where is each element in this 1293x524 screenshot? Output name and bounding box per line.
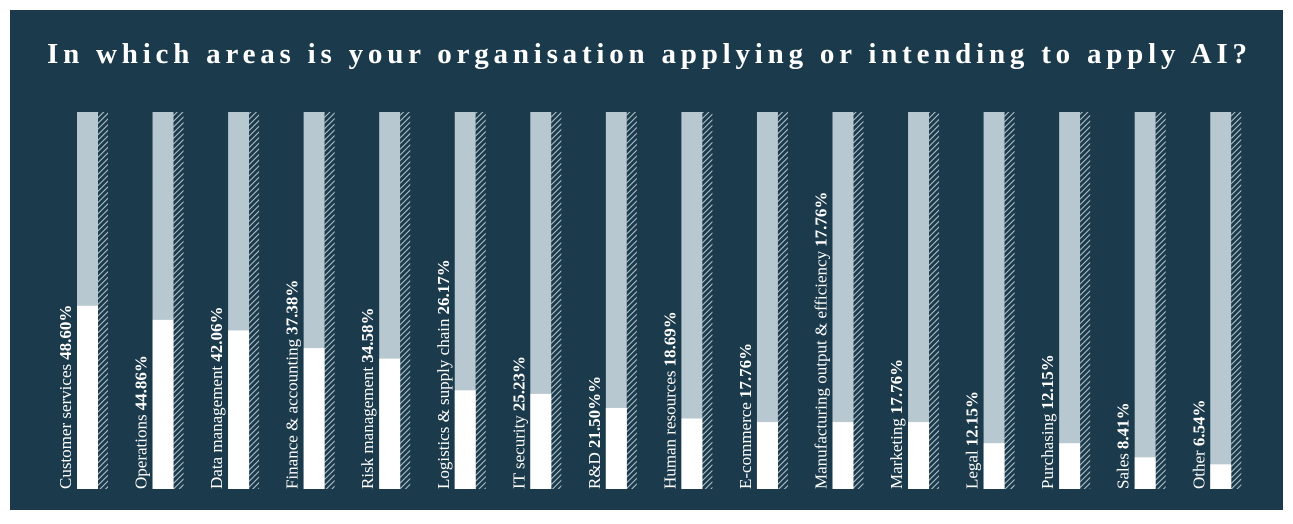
bar-label: Operations 44.86%	[131, 355, 150, 489]
bar-hatch	[1155, 112, 1166, 489]
bar	[303, 348, 325, 489]
value-label: 17.76%	[887, 359, 906, 414]
bar-hatch	[1231, 112, 1242, 489]
bar-hatch	[400, 112, 411, 489]
value-label: 42.06%	[207, 307, 226, 362]
bar-label: Human resources 18.69%	[660, 311, 679, 489]
bar	[454, 390, 476, 489]
bar-hatch	[853, 112, 864, 489]
bar-label: Data management 42.06%	[207, 307, 226, 489]
category-label: R&D	[585, 452, 604, 489]
panel	[10, 10, 1283, 510]
bar	[605, 407, 627, 489]
value-label: 12.15%	[963, 391, 982, 446]
bar-track	[1059, 112, 1081, 489]
bar-hatch	[98, 112, 108, 489]
bar-hatch	[1080, 112, 1091, 489]
bar-hatch	[475, 112, 486, 489]
bar-track	[1210, 112, 1232, 489]
bar-label: IT security 25.23%	[509, 356, 528, 489]
bar-hatch	[173, 112, 184, 489]
category-label: Customer services	[56, 364, 75, 489]
value-label: 17.76%	[811, 192, 830, 247]
category-label: Purchasing	[1038, 413, 1057, 489]
value-label: 17.76%	[736, 343, 755, 398]
bar-hatch	[551, 112, 562, 489]
bar-track	[1134, 112, 1156, 489]
value-label: 12.15%	[1038, 354, 1057, 409]
category-label: Other	[1189, 450, 1208, 489]
category-label: Sales	[1114, 453, 1133, 489]
bar-label: Manufacturing output & efficiency 17.76%	[811, 192, 830, 489]
value-label: 21.50%%	[585, 376, 604, 448]
bar	[228, 330, 250, 489]
bar	[756, 422, 778, 489]
bar-track	[756, 112, 778, 489]
bar-track	[832, 112, 854, 489]
value-label: 44.86%	[131, 355, 150, 410]
bar-label: R&D 21.50%%	[585, 376, 604, 489]
bar-label: Customer services 48.60%	[56, 305, 75, 489]
bar-label: E-commerce 17.76%	[736, 343, 755, 489]
bar-hatch	[1004, 112, 1015, 489]
value-label: 48.60%	[56, 305, 75, 360]
bar-track	[681, 112, 703, 489]
category-label: Operations	[131, 414, 150, 489]
bar	[1059, 443, 1081, 489]
bar-track	[605, 112, 627, 489]
category-label: Finance & accounting	[283, 338, 302, 489]
bar	[530, 393, 552, 489]
value-label: 25.23%	[509, 356, 528, 411]
bar	[832, 422, 854, 489]
bar	[908, 422, 930, 489]
bar	[681, 418, 703, 489]
category-label: Manufacturing output & efficiency	[811, 250, 830, 489]
bar-label: Marketing 17.76%	[887, 359, 906, 489]
bar-hatch	[929, 112, 940, 489]
bar-label: Logistics & supply chain 26.17%	[434, 259, 453, 489]
value-label: 8.41%	[1114, 402, 1133, 449]
category-label: Risk management	[358, 366, 377, 489]
bar-hatch	[324, 112, 335, 489]
category-label: Human resources	[660, 371, 679, 490]
value-label: 26.17%	[434, 259, 453, 314]
bar-hatch	[777, 112, 788, 489]
category-label: Legal	[963, 450, 982, 489]
value-label: 37.38%	[283, 280, 302, 335]
bar-label: Sales 8.41%	[1114, 402, 1133, 489]
bar-label: Legal 12.15%	[963, 391, 982, 489]
bar	[379, 358, 401, 489]
bar	[152, 319, 174, 489]
bar	[1134, 457, 1156, 489]
bar-hatch	[249, 112, 260, 489]
bar-hatch	[626, 112, 637, 489]
bar-label: Other 6.54%	[1189, 400, 1208, 489]
category-label: Marketing	[887, 418, 906, 489]
bar-label: Finance & accounting 37.38%	[283, 280, 302, 489]
bar	[1210, 464, 1232, 489]
value-label: 34.58%	[358, 307, 377, 362]
bar	[983, 443, 1005, 489]
bar-hatch	[702, 112, 713, 489]
value-label: 18.69%	[660, 311, 679, 366]
category-label: IT security	[509, 415, 528, 489]
value-label: 6.54%	[1189, 400, 1208, 447]
bar-label: Purchasing 12.15%	[1038, 354, 1057, 489]
bar-track	[983, 112, 1005, 489]
category-label: E-commerce	[736, 402, 755, 489]
bar-track	[908, 112, 930, 489]
category-label: Logistics & supply chain	[434, 318, 453, 489]
category-label: Data management	[207, 366, 226, 489]
bar-label: Risk management 34.58%	[358, 307, 377, 489]
bar	[77, 305, 98, 489]
